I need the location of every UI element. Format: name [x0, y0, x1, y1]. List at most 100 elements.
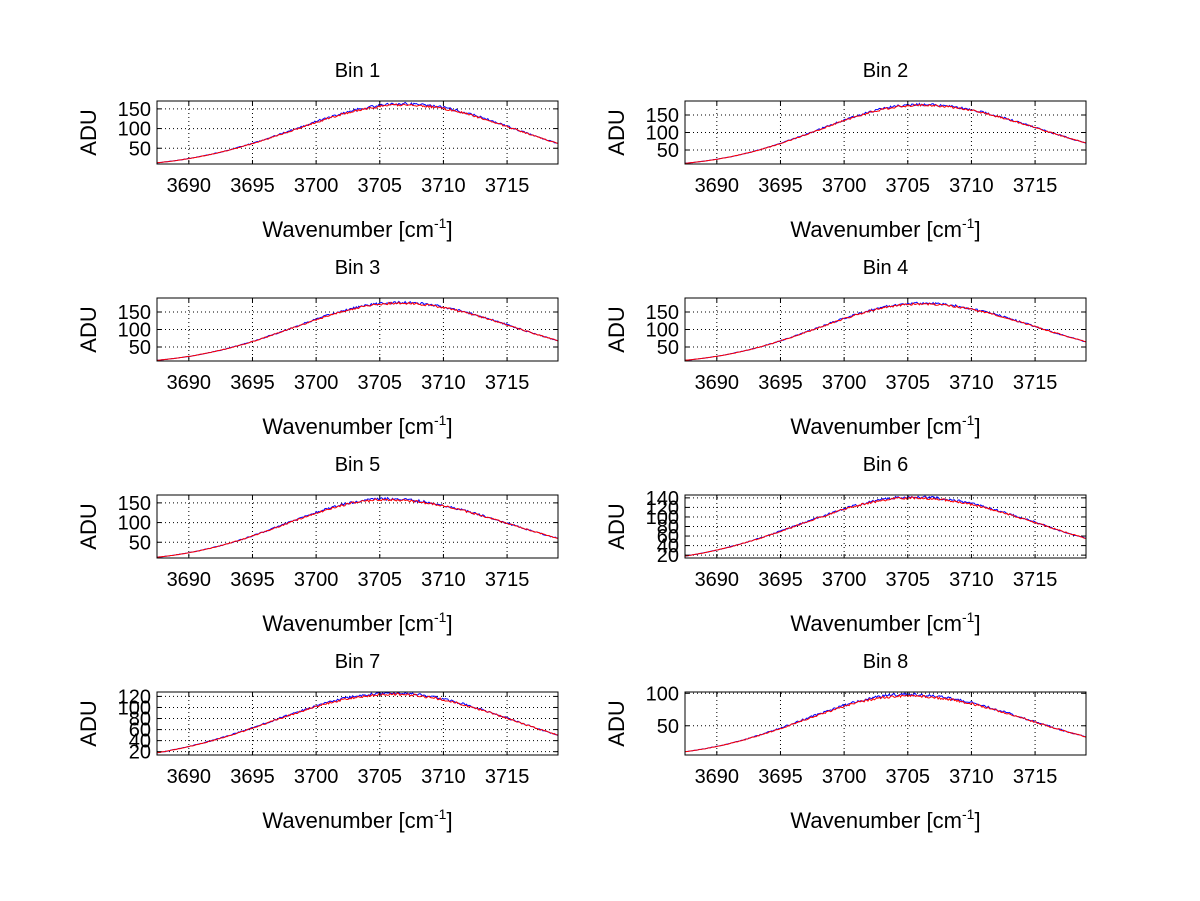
x-tick-label: 3695	[758, 569, 803, 591]
y-axis-label: ADU	[604, 109, 629, 155]
y-tick-label: 100	[118, 513, 151, 535]
x-tick-label: 3695	[758, 175, 803, 197]
x-tick-label: 3695	[230, 175, 275, 197]
x-tick-label: 3695	[230, 569, 275, 591]
x-tick-label: 3690	[167, 175, 212, 197]
y-axis-label: ADU	[604, 700, 629, 746]
x-tick-label: 3715	[485, 372, 530, 394]
x-axis-label-sup: -1	[434, 806, 447, 822]
x-axis-label-main: Wavenumber [cm	[790, 611, 962, 636]
y-tick-label: 150	[118, 493, 151, 515]
x-tick-label: 3690	[167, 372, 212, 394]
x-axis-label-main: Wavenumber [cm	[790, 808, 962, 833]
y-tick-label: 100	[646, 507, 679, 529]
x-axis-label: Wavenumber [cm-1]	[262, 412, 452, 439]
y-tick-label: 60	[129, 720, 151, 742]
series-line-red	[685, 103, 1087, 164]
series-line-red	[684, 302, 1087, 361]
x-tick-label: 3710	[949, 175, 994, 197]
x-axis-label-end: ]	[974, 611, 980, 636]
y-tick-label: 50	[657, 716, 679, 738]
x-axis-label: Wavenumber [cm-1]	[262, 215, 452, 242]
subplot-title: Bin 6	[863, 454, 909, 476]
x-axis-label-sup: -1	[434, 215, 447, 231]
y-tick-label: 100	[118, 320, 151, 342]
y-tick-label: 150	[118, 99, 151, 121]
y-tick-label: 150	[118, 302, 151, 324]
y-tick-label: 100	[646, 320, 679, 342]
y-tick-label: 40	[129, 731, 151, 753]
x-axis-label-end: ]	[446, 611, 452, 636]
subplot-title: Bin 4	[863, 257, 909, 279]
subplot-bin-8: Bin 8 3690 3695 3700 3705 3710 3715 50 100 Wavenu…	[604, 651, 1087, 833]
subplot-title: Bin 3	[335, 257, 381, 279]
x-axis-label-main: Wavenumber [cm	[790, 217, 962, 242]
subplot-title: Bin 1	[335, 60, 381, 82]
x-axis-label-sup: -1	[434, 609, 447, 625]
x-axis-label-end: ]	[446, 217, 452, 242]
x-tick-label: 3690	[167, 766, 212, 788]
series-line-red	[156, 301, 559, 361]
x-tick-label: 3715	[1013, 766, 1058, 788]
x-tick-label: 3700	[294, 766, 339, 788]
x-axis-label: Wavenumber [cm-1]	[790, 806, 980, 833]
x-axis-label-main: Wavenumber [cm	[262, 217, 434, 242]
x-tick-label: 3705	[358, 766, 403, 788]
y-tick-label: 50	[657, 140, 679, 162]
x-axis-label: Wavenumber [cm-1]	[790, 412, 980, 439]
x-axis-label-end: ]	[446, 414, 452, 439]
x-tick-label: 3715	[1013, 175, 1058, 197]
y-tick-label: 80	[129, 709, 151, 731]
y-axis-label: ADU	[76, 109, 101, 155]
x-tick-label: 3715	[485, 569, 530, 591]
x-tick-label: 3705	[358, 569, 403, 591]
y-tick-label: 50	[657, 337, 679, 359]
x-axis-label-sup: -1	[434, 412, 447, 428]
axes-box	[156, 691, 559, 756]
y-tick-label: 20	[657, 545, 679, 567]
x-axis-label: Wavenumber [cm-1]	[262, 609, 452, 636]
x-tick-label: 3710	[949, 372, 994, 394]
subplot-title: Bin 7	[335, 651, 381, 673]
x-tick-label: 3705	[886, 766, 931, 788]
x-tick-label: 3705	[886, 569, 931, 591]
x-axis-label: Wavenumber [cm-1]	[790, 609, 980, 636]
x-tick-label: 3690	[695, 766, 740, 788]
x-tick-label: 3700	[294, 372, 339, 394]
y-tick-label: 140	[646, 488, 679, 510]
y-tick-label: 150	[646, 105, 679, 127]
subplot-title: Bin 5	[335, 454, 381, 476]
x-axis-label-end: ]	[974, 414, 980, 439]
x-axis-label-end: ]	[974, 217, 980, 242]
subplot-bin-7: Bin 7 3690 3695 3700 3705 3710 3715 20406080100…	[76, 651, 559, 833]
x-axis-label-sup: -1	[962, 215, 975, 231]
x-axis-label-sup: -1	[962, 412, 975, 428]
x-tick-label: 3690	[167, 569, 212, 591]
x-tick-label: 3705	[886, 372, 931, 394]
y-axis-label: ADU	[76, 700, 101, 746]
x-tick-label: 3690	[695, 175, 740, 197]
x-tick-label: 3710	[421, 766, 466, 788]
x-tick-label: 3705	[886, 175, 931, 197]
x-tick-label: 3700	[822, 372, 867, 394]
x-tick-label: 3700	[822, 766, 867, 788]
subplot-title: Bin 2	[863, 60, 909, 82]
x-tick-label: 3715	[485, 766, 530, 788]
y-tick-label: 100	[118, 119, 151, 141]
y-tick-label: 120	[118, 686, 151, 708]
x-tick-label: 3715	[485, 175, 530, 197]
x-axis-label-main: Wavenumber [cm	[262, 414, 434, 439]
series-line-red	[156, 692, 559, 754]
axes-box	[156, 494, 559, 559]
x-tick-label: 3710	[421, 372, 466, 394]
subplot-bin-6: Bin 6 3690 3695 3700 3705 3710 3715 20406080100…	[604, 454, 1087, 636]
series-line-red	[684, 496, 1087, 557]
y-tick-label: 150	[646, 302, 679, 324]
y-tick-label: 50	[129, 138, 151, 160]
y-tick-label: 100	[118, 697, 151, 719]
subplot-title: Bin 8	[863, 651, 909, 673]
